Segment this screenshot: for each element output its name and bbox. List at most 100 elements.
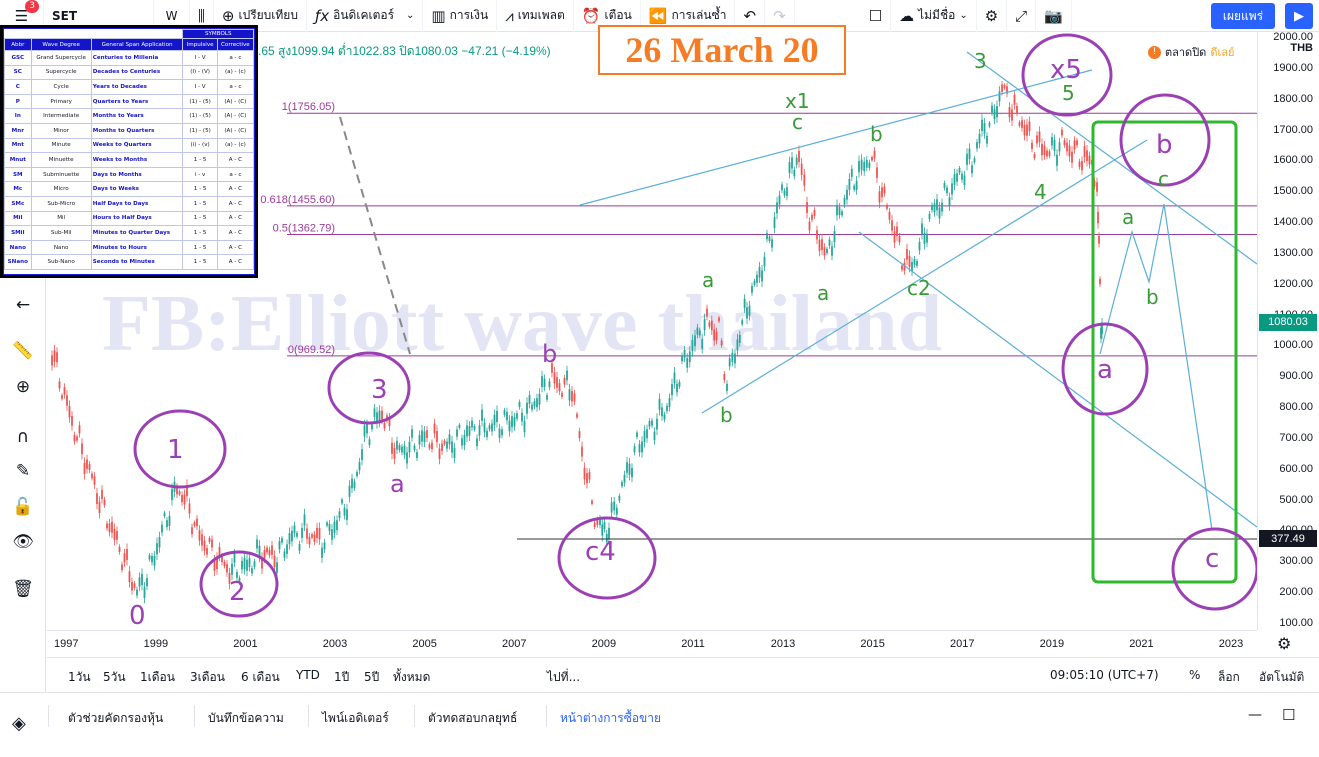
date-range-bar: ไปที่... 09:05:10 (UTC+7) % ล็อก อัตโนมั… [47,657,1319,691]
main-menu-button[interactable]: ☰ 3 [0,0,44,32]
candle-body [893,231,896,243]
snapshot-button[interactable]: 📷 [1036,0,1072,32]
clock-display[interactable]: 09:05:10 (UTC+7) [1050,668,1159,682]
candle-body [166,520,168,528]
legend-cell: (I) - (V) [182,64,218,81]
range-button[interactable]: 5ปี [364,670,380,684]
candle-body [421,430,423,442]
candle-body [1073,140,1076,150]
undo-button[interactable]: ↶ [735,0,766,32]
price-tick: 1700.00 [1273,123,1313,136]
candle-body [71,416,73,426]
candle-body [536,398,538,408]
candle-body [463,434,466,446]
candle-body [473,425,476,430]
price-chart[interactable]: FB:Elliott wave thailand 1(1756.05) 0.618… [47,32,1257,630]
candle-body [186,484,188,497]
candle-body [108,523,111,533]
wave-1-label: 1 [167,435,184,465]
candle-body [488,425,491,430]
candle-body [521,412,523,422]
range-button[interactable]: 3เดือน [190,670,225,684]
support-level-tag: 377.49 [1259,530,1317,548]
redo-button[interactable]: ↷ [765,0,795,32]
play-button[interactable]: ▶ [1285,3,1313,29]
fullscreen-layout-button[interactable]: ☐ [861,0,892,32]
fullscreen-button[interactable]: ⤢ [1007,0,1037,32]
magnet-button[interactable]: ∩ [10,424,36,450]
upper-channel-line [579,69,1093,206]
candle-body [201,534,203,546]
candle-body [338,511,341,519]
lock-button[interactable]: 🔓 [10,494,36,520]
candle-body [728,358,731,367]
market-status[interactable]: ! ตลาดปิด ดีเลย์ [1148,43,1234,61]
candle-body [158,537,161,548]
bottom-tab[interactable]: หน้าต่างการซื้อขาย [560,711,662,725]
bottom-tab[interactable]: บันทึกข้อความ [208,711,284,725]
indicators-button[interactable]: ƒx อินดิเคเตอร์ ⌄ [307,0,424,32]
visibility-button[interactable]: 👁 [10,529,36,555]
chart-pane[interactable]: FB:Elliott wave thailand 1(1756.05) 0.618… [47,32,1257,630]
descending-line-2 [966,51,1257,265]
candle-body [1003,84,1006,89]
bottom-tab[interactable]: ตัวช่วยคัดกรองหุ้น [68,711,164,725]
symbol-search[interactable]: SET [44,0,154,32]
range-button[interactable]: 1ปี [334,670,350,684]
back-arrow-button[interactable]: ← [10,292,36,318]
lock-drawing-button[interactable]: ✎ [10,458,36,484]
layers-icon[interactable]: ◈ [12,713,26,734]
candle-body [928,213,931,220]
candle-body [808,221,811,231]
compare-button[interactable]: ⊕ เปรียบเทียบ [214,0,307,32]
ruler-button[interactable]: 📏 [10,338,36,364]
maximize-icon[interactable]: ☐ [1282,706,1296,724]
templates-button[interactable]: ⩘ เทมเพลต [497,0,574,32]
minimize-icon[interactable]: — [1248,707,1262,723]
chart-style-button[interactable]: ⫼ [190,0,214,32]
range-button[interactable]: 1เดือน [140,670,175,684]
range-button[interactable]: 5วัน [103,670,126,684]
candle-body [238,577,241,583]
publish-button[interactable]: เผยแพร่ [1211,3,1275,29]
log-toggle[interactable]: ล็อก [1218,670,1240,684]
wave-overlays: 1 2 3 0 a b c4 x5 b a c 3 5 4 x1 c b a b… [129,33,1257,630]
zoom-button[interactable]: ⊕ [10,374,36,400]
candle-body [831,246,833,256]
candle-body [734,353,736,364]
candle-body [1096,182,1098,192]
candle-body [568,389,571,401]
replay-button[interactable]: ⏪ การเล่นซ้ำ [641,0,736,32]
range-button[interactable]: 6 เดือน [241,670,280,684]
percent-toggle[interactable]: % [1189,668,1201,682]
legend-cell: Grand Supercycle [30,50,92,66]
publish-label: เผยแพร่ [1222,8,1264,23]
delete-button[interactable]: 🗑 [10,576,36,602]
candle-body [538,393,541,405]
interval-button[interactable]: W [154,0,190,32]
warning-icon: ! [1148,45,1161,59]
candle-body [313,534,316,542]
layout-name-button[interactable]: ☁ ไม่มีชื่อ ⌄ [891,0,977,32]
settings-button[interactable]: ⚙ [977,0,1008,32]
bottom-tab[interactable]: ตัวทดสอบกลยุทธ์ [428,711,518,725]
candle-body [243,558,246,570]
axis-settings-button[interactable]: ⚙ [1277,634,1291,653]
financials-button[interactable]: ▥ การเงิน [423,0,498,32]
bottom-tab[interactable]: ไพน์เอดิเตอร์ [322,711,389,725]
forecast-c-label: c [1158,167,1169,191]
price-axis[interactable]: THB 2000.00 1900.00 1800.00 1700.00 1600.00 1… [1257,31,1319,630]
range-button[interactable]: ทั้งหมด [393,670,431,684]
time-tick: 1997 [54,638,79,650]
range-button[interactable]: 1วัน [68,670,91,684]
candle-body [348,485,351,497]
time-tick: 2017 [950,638,975,650]
goto-date-button[interactable]: ไปที่... [547,670,581,684]
auto-toggle[interactable]: อัตโนมัติ [1259,670,1305,684]
range-button[interactable]: YTD [296,668,320,682]
time-axis[interactable]: 1997 1999 2001 2003 2005 2007 2009 2011 2013 2015… [47,630,1257,656]
financials-label: การเงิน [449,8,489,22]
alert-button[interactable]: ⏰ เตือน [574,0,641,32]
time-tick: 2023 [1218,638,1244,650]
